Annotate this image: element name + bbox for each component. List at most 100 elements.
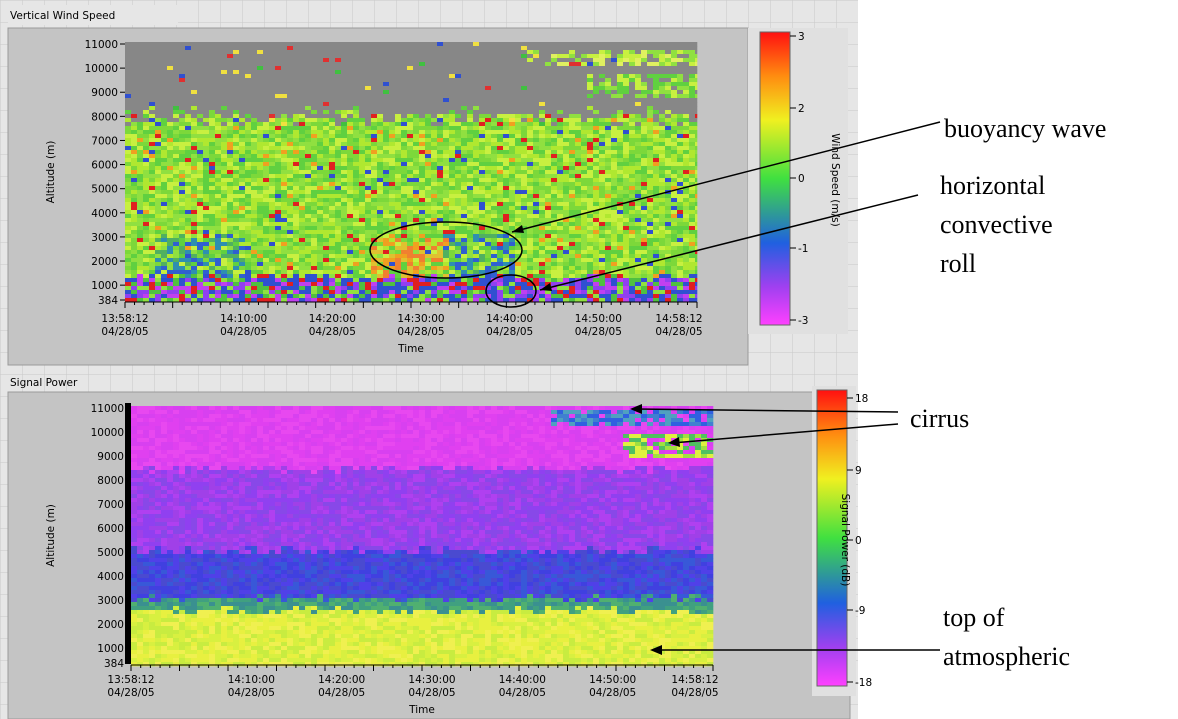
heat-cell (425, 134, 431, 138)
heat-cell (635, 242, 641, 246)
heat-cell (131, 42, 137, 46)
heat-cell (197, 42, 203, 46)
heat-cell (545, 114, 551, 118)
heat-cell (545, 150, 551, 154)
heat-cell (179, 190, 185, 194)
heat-cell (437, 170, 443, 174)
heat-cell (647, 86, 653, 90)
heat-cell (191, 142, 197, 146)
heat-cell (659, 198, 665, 202)
heat-cell (641, 106, 647, 110)
heat-cell (455, 242, 461, 246)
heat-cell (185, 86, 191, 90)
heat-cell (419, 206, 425, 210)
heat-cell (431, 74, 437, 78)
heat-cell (419, 58, 425, 62)
heat-cell (383, 122, 389, 126)
heat-cell (575, 98, 581, 102)
heat-cell (443, 182, 449, 186)
heat-cell (221, 102, 227, 106)
heat-cell (503, 226, 509, 230)
heat-cell (467, 226, 473, 230)
heat-cell (635, 58, 641, 62)
heat-cell (281, 102, 287, 106)
heat-cell (131, 142, 137, 146)
heat-cell (137, 114, 143, 118)
heat-cell (203, 130, 209, 134)
heat-cell (269, 178, 275, 182)
heat-cell (353, 58, 359, 62)
heat-cell (659, 102, 665, 106)
heat-cell (311, 226, 317, 230)
heat-cell (137, 166, 143, 170)
heat-cell (293, 202, 299, 206)
heat-cell (665, 90, 671, 94)
heat-cell (581, 226, 587, 230)
heat-cell (353, 186, 359, 190)
heat-cell (389, 158, 395, 162)
heat-cell (647, 126, 653, 130)
heat-cell (515, 174, 521, 178)
heat-cell (263, 154, 269, 158)
heat-cell (497, 174, 503, 178)
heat-cell (551, 238, 557, 242)
heat-cell (623, 230, 629, 234)
heat-cell (281, 126, 287, 130)
heat-cell (563, 190, 569, 194)
heat-cell (473, 126, 479, 130)
heat-cell (179, 214, 185, 218)
heat-cell (593, 230, 599, 234)
heat-cell (491, 190, 497, 194)
heat-cell (125, 106, 131, 110)
heat-cell (143, 134, 149, 138)
heat-cell (329, 42, 335, 46)
heat-cell (629, 214, 635, 218)
heat-cell (665, 154, 671, 158)
heat-cell (635, 98, 641, 102)
heat-cell (593, 90, 599, 94)
heat-cell (497, 198, 503, 202)
heat-cell (647, 162, 653, 166)
heat-cell (617, 110, 623, 114)
heat-cell (191, 110, 197, 114)
heat-cell (485, 78, 491, 82)
heat-cell (407, 138, 413, 142)
heat-cell (305, 242, 311, 246)
heat-cell (227, 150, 233, 154)
heat-cell (125, 234, 131, 238)
heat-cell (251, 246, 257, 250)
heat-cell (467, 94, 473, 98)
heat-cell (431, 98, 437, 102)
heat-cell (239, 238, 245, 242)
heat-cell (383, 138, 389, 142)
heat-cell (653, 134, 659, 138)
heat-cell (419, 50, 425, 54)
heat-cell (317, 106, 323, 110)
heat-cell (149, 194, 155, 198)
heat-cell (653, 50, 659, 54)
heat-cell (665, 150, 671, 154)
heat-cell (683, 242, 689, 246)
heat-cell (353, 106, 359, 110)
heat-cell (431, 186, 437, 190)
heat-cell (125, 98, 131, 102)
heat-cell (149, 198, 155, 202)
heat-cell (185, 42, 191, 46)
heat-cell (293, 90, 299, 94)
heat-cell (287, 138, 293, 142)
heat-cell (221, 82, 227, 86)
heat-cell (677, 46, 683, 50)
heat-cell (143, 154, 149, 158)
heat-cell (677, 242, 683, 246)
heat-cell (305, 234, 311, 238)
heat-cell (491, 42, 497, 46)
heat-cell (329, 194, 335, 198)
heat-cell (215, 234, 221, 238)
heat-cell (665, 74, 671, 78)
heat-cell (173, 214, 179, 218)
heat-cell (467, 202, 473, 206)
heat-cell (635, 174, 641, 178)
heat-cell (353, 150, 359, 154)
heat-cell (641, 190, 647, 194)
heat-cell (569, 46, 575, 50)
